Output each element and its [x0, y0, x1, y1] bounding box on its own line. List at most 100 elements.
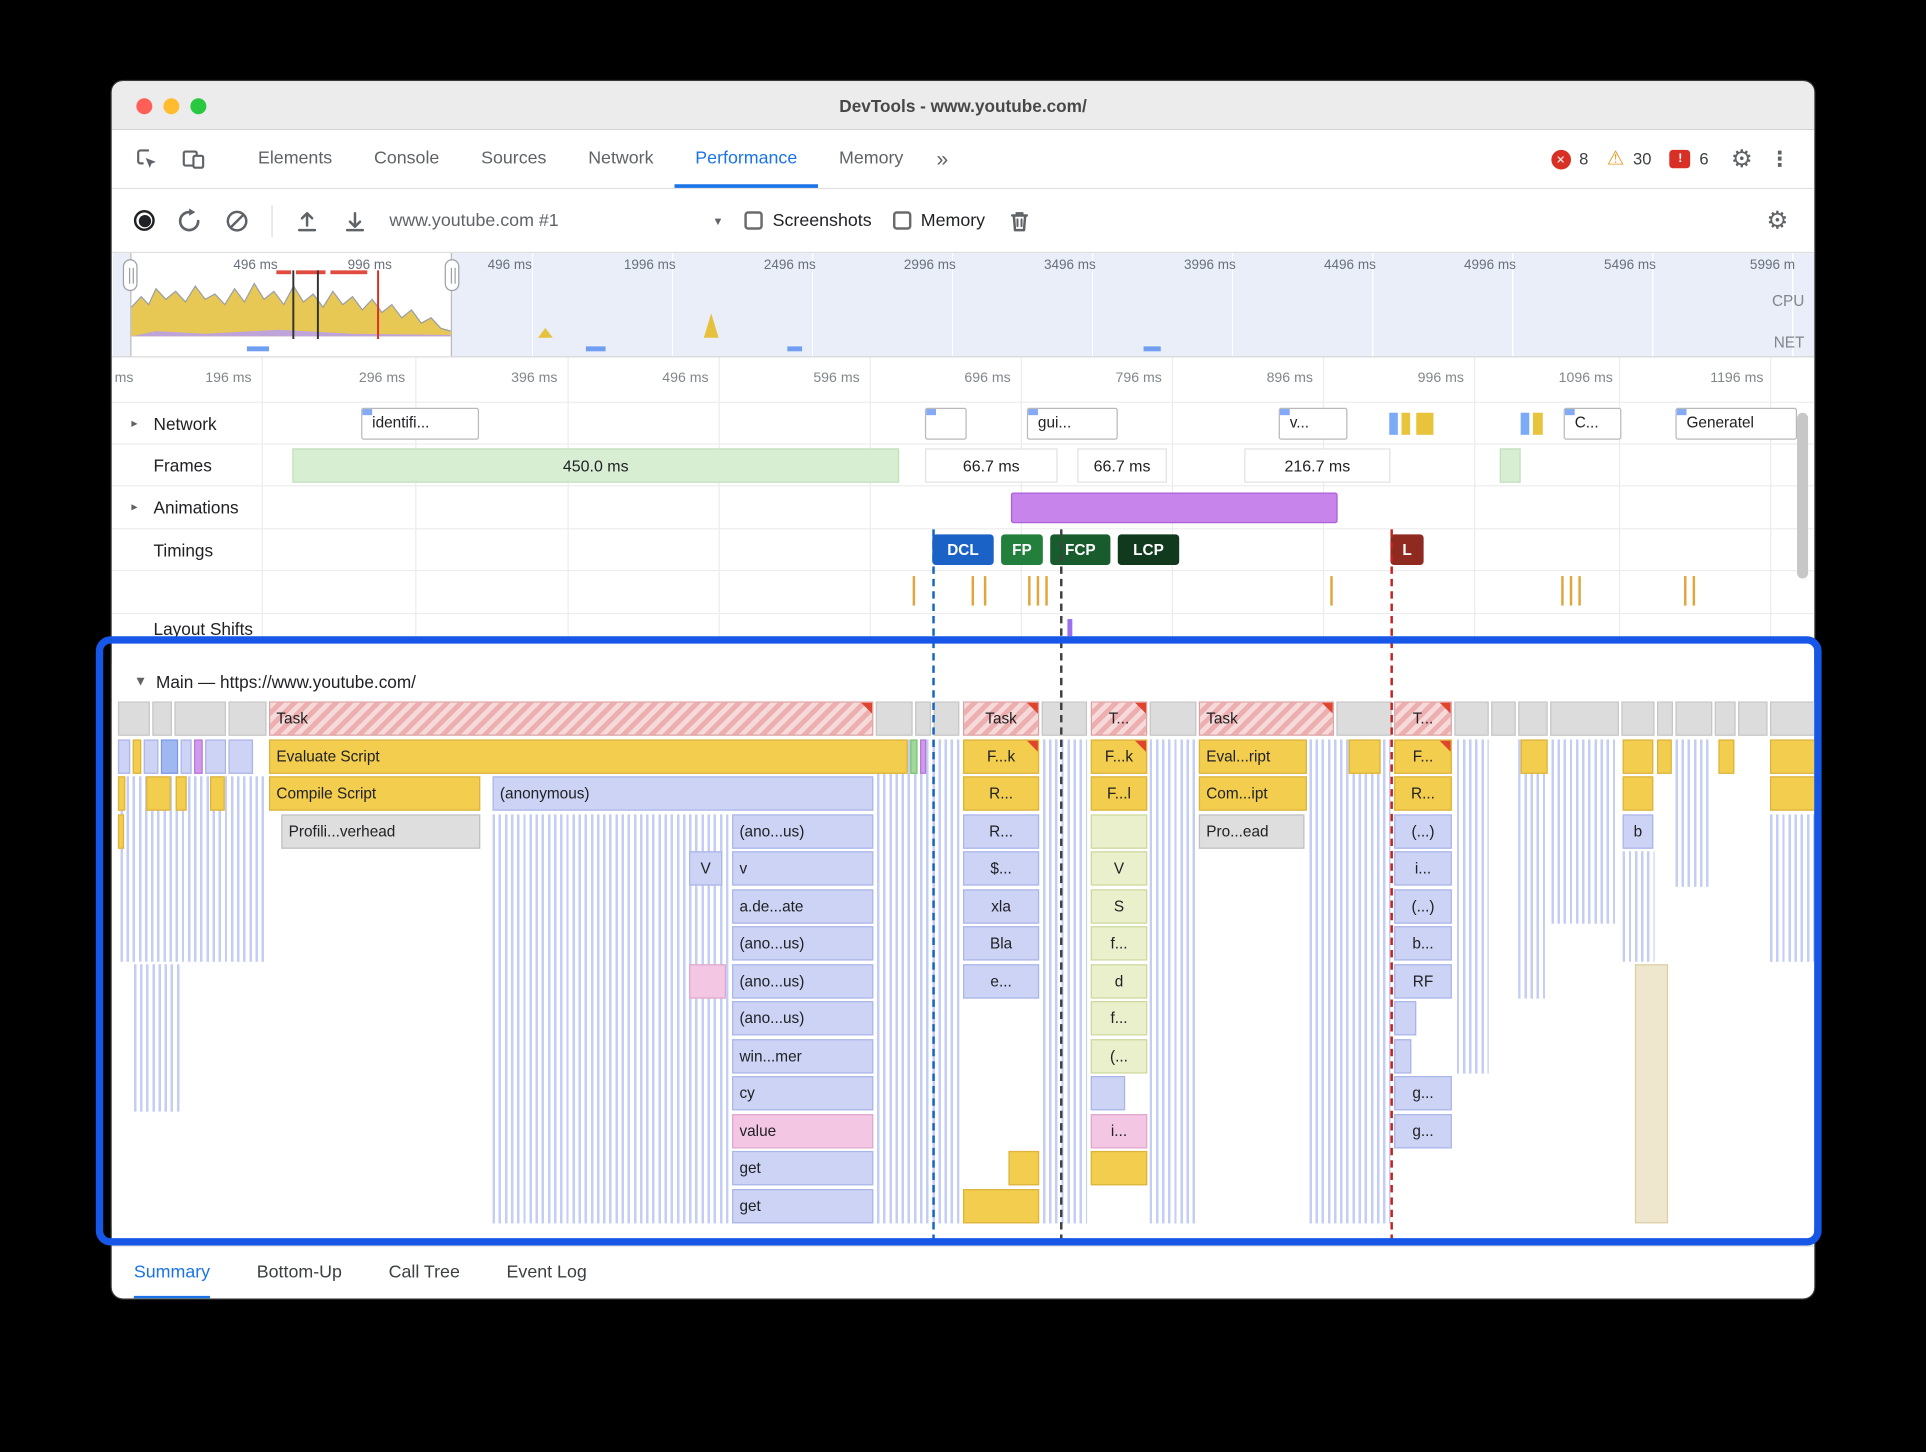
flame-block[interactable] [210, 776, 225, 811]
save-profile-icon[interactable] [341, 207, 368, 234]
flame-block[interactable] [1090, 1076, 1126, 1111]
flame-block[interactable] [117, 813, 125, 849]
flame-activity-cluster[interactable] [120, 776, 266, 962]
timing-marker-dcl[interactable]: DCL [932, 534, 994, 566]
flame-block[interactable]: cy [732, 1076, 874, 1111]
tab-elements[interactable]: Elements [257, 148, 333, 169]
network-request-chip[interactable] [1401, 412, 1411, 435]
flame-block[interactable] [146, 776, 171, 811]
minimize-window-button[interactable] [163, 98, 180, 115]
flame-block[interactable]: Pro...ead [1198, 813, 1305, 849]
more-tabs-chevron-icon[interactable]: » [936, 146, 949, 171]
flame-block[interactable]: Profili...verhead [281, 813, 481, 849]
flame-block[interactable] [143, 738, 159, 774]
main-disclosure-icon[interactable]: ▼ [133, 674, 148, 690]
flame-block[interactable] [1090, 1150, 1148, 1186]
flame-block[interactable]: F...l [1090, 776, 1148, 811]
flame-block[interactable] [1657, 738, 1672, 774]
flame-block[interactable] [1621, 701, 1655, 736]
flame-block[interactable] [228, 738, 254, 774]
flame-block[interactable] [1520, 738, 1548, 774]
flame-block[interactable] [1714, 701, 1736, 736]
timeline-overview[interactable]: 496 ms 996 ms 496 ms 1996 ms 2496 ms 2996 ms 3… [111, 253, 1815, 358]
flame-block[interactable]: (...) [1394, 888, 1452, 924]
bottom-tab-summary[interactable]: Summary [133, 1247, 211, 1299]
flame-block[interactable]: get [732, 1150, 874, 1186]
screenshots-checkbox[interactable] [744, 211, 763, 230]
flame-block[interactable]: Compile Script [269, 776, 481, 811]
flame-block[interactable]: i... [1394, 851, 1452, 886]
flame-block[interactable]: (ano...us) [732, 813, 874, 849]
flame-block[interactable] [1675, 701, 1713, 736]
animations-disclosure-icon[interactable]: ▸ [131, 500, 138, 515]
tab-console[interactable]: Console [373, 148, 440, 169]
flame-block[interactable] [117, 738, 131, 774]
tab-memory[interactable]: Memory [839, 148, 904, 169]
flame-block[interactable] [205, 738, 227, 774]
layout-shift-tick[interactable] [1067, 619, 1073, 637]
kebab-menu-icon[interactable]: ⋮ [1769, 146, 1791, 171]
tab-network[interactable]: Network [588, 148, 654, 169]
flame-block[interactable] [920, 738, 927, 774]
timing-marker-fcp[interactable]: FCP [1050, 534, 1111, 566]
flame-block[interactable]: (ano...us) [732, 926, 874, 961]
timings-track[interactable]: Timings DCL FP FCP LCP L [111, 529, 1815, 572]
memory-checkbox[interactable] [892, 211, 911, 230]
flame-block[interactable]: V [689, 851, 723, 886]
frame-duration[interactable]: 66.7 ms [1077, 448, 1167, 483]
flame-block[interactable]: V [1090, 851, 1148, 886]
flame-block[interactable] [915, 701, 932, 736]
clear-recording-icon[interactable] [224, 207, 251, 234]
flame-block[interactable] [180, 738, 192, 774]
flame-block[interactable] [1718, 738, 1735, 774]
flame-block[interactable] [1336, 701, 1392, 736]
vertical-scrollbar-thumb[interactable] [1797, 412, 1809, 579]
reload-and-record-icon[interactable] [176, 207, 203, 234]
flame-block[interactable] [910, 738, 918, 774]
flame-block[interactable]: win...mer [732, 1038, 874, 1073]
error-icon[interactable]: ✕ [1550, 149, 1571, 169]
flame-block[interactable] [1770, 776, 1815, 811]
zoom-window-button[interactable] [190, 98, 207, 115]
flame-block[interactable]: (anonymous) [492, 776, 874, 811]
flame-block[interactable] [1090, 813, 1148, 849]
flame-block[interactable] [933, 701, 960, 736]
flame-block[interactable]: value [732, 1113, 874, 1148]
collect-garbage-icon[interactable] [1006, 207, 1033, 234]
flame-block[interactable] [175, 776, 187, 811]
flame-block[interactable]: S [1090, 888, 1148, 924]
flame-block[interactable]: RF [1394, 963, 1452, 999]
frame-duration[interactable]: 66.7 ms [924, 448, 1058, 483]
flame-block[interactable]: g... [1394, 1113, 1452, 1148]
overview-selection-window[interactable] [130, 253, 453, 357]
flame-block[interactable]: xla [963, 888, 1040, 924]
flame-block[interactable] [963, 1188, 1040, 1223]
flame-block[interactable]: F... [1394, 738, 1452, 774]
close-window-button[interactable] [136, 98, 153, 115]
flame-block[interactable] [1657, 701, 1673, 736]
flame-block[interactable] [174, 701, 227, 736]
frame-duration[interactable]: 450.0 ms [292, 448, 900, 483]
settings-gear-icon[interactable]: ⚙ [1730, 145, 1753, 173]
network-track[interactable]: ▸ Network identifi... gui... v... C... Gener… [111, 403, 1815, 445]
flame-block[interactable]: b [1622, 813, 1654, 849]
network-request[interactable] [924, 407, 967, 440]
bottom-tab-call-tree[interactable]: Call Tree [388, 1262, 460, 1283]
flame-block[interactable] [132, 738, 142, 774]
overview-left-drag-handle[interactable] [122, 259, 138, 292]
flame-block[interactable]: Eval...ript [1198, 738, 1307, 774]
network-request[interactable]: identifi... [361, 407, 480, 440]
flame-block[interactable]: Task [1198, 701, 1334, 736]
network-request[interactable]: v... [1278, 407, 1348, 440]
warning-icon[interactable]: ⚠ [1606, 148, 1625, 169]
animation-bar[interactable] [1010, 492, 1338, 524]
flame-activity-cluster[interactable] [1675, 738, 1713, 887]
flame-activity-cluster[interactable] [1770, 813, 1815, 962]
flame-block[interactable]: T... [1394, 701, 1452, 736]
flame-block[interactable]: R... [963, 813, 1040, 849]
network-request-chip[interactable] [1532, 412, 1543, 435]
flame-activity-cluster[interactable] [877, 738, 960, 1224]
main-thread-header[interactable]: ▼ Main — https://www.youtube.com/ [111, 664, 1815, 699]
flame-block[interactable] [1491, 701, 1516, 736]
tab-sources[interactable]: Sources [481, 148, 547, 169]
